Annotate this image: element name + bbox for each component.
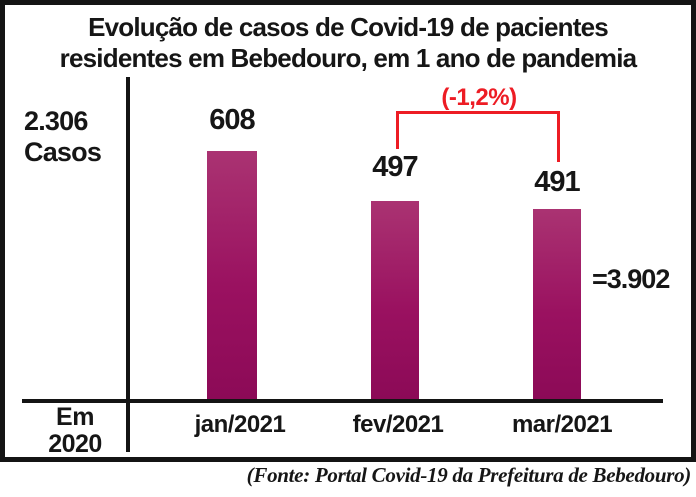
annotation-bracket-left-leg (396, 111, 399, 149)
bar-mar-2021 (533, 209, 581, 399)
total-cases-label: =3.902 (592, 264, 670, 294)
origin-label-line2: 2020 (48, 430, 102, 458)
chart-plot-area: Evolução de casos de Covid-19 de pacient… (0, 0, 696, 462)
chart-title: Evolução de casos de Covid-19 de pacient… (5, 12, 691, 73)
annotation-percent-label: (-1,2%) (441, 84, 517, 111)
chart-title-line2: residentes em Bebedouro, em 1 ano de pan… (59, 42, 637, 73)
annotation-bracket-horizontal (396, 111, 560, 114)
annotation-bracket-right-leg (557, 111, 560, 162)
x-tick-jan-2021: jan/2021 (194, 411, 286, 438)
bar-value-fev: 497 (372, 151, 418, 183)
y-axis-label-value: 2.306 (24, 106, 88, 136)
x-axis-line (22, 399, 663, 403)
bar-jan-2021 (207, 151, 257, 399)
y-axis-line (126, 77, 130, 452)
x-tick-mar-2021: mar/2021 (511, 411, 613, 438)
bar-value-jan: 608 (209, 104, 255, 136)
y-axis-label: 2.306 Casos (24, 106, 102, 168)
chart-title-line1: Evolução de casos de Covid-19 de pacient… (88, 12, 609, 42)
bar-fev-2021 (371, 201, 419, 399)
origin-label: Em 2020 (30, 404, 120, 458)
source-credit: (Fonte: Portal Covid-19 da Prefeitura de… (246, 463, 692, 487)
x-tick-fev-2021: fev/2021 (352, 411, 444, 438)
origin-label-line1: Em (56, 403, 94, 431)
y-axis-label-unit: Casos (24, 137, 102, 168)
bar-value-mar: 491 (534, 166, 580, 198)
